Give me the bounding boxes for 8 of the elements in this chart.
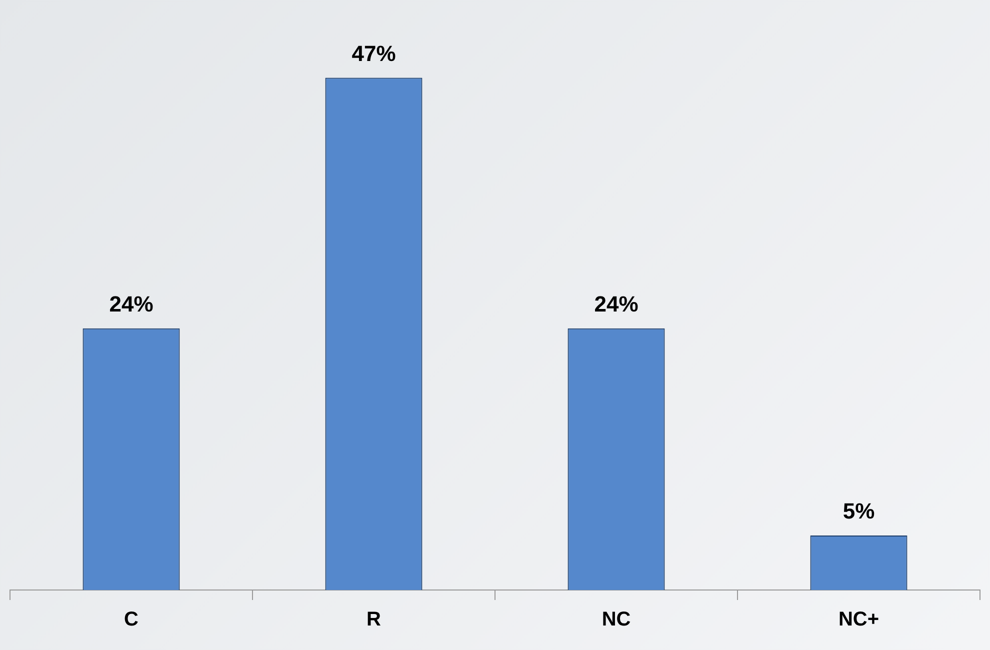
x-tick-label: R [366, 608, 382, 631]
data-label: 5% [842, 498, 875, 524]
x-tick-label: NC+ [838, 608, 880, 631]
x-tick-label: NC [602, 608, 631, 631]
data-label: 24% [109, 291, 154, 316]
x-tick-label: C [124, 608, 138, 631]
data-label: 47% [352, 40, 396, 66]
data-label: 24% [594, 291, 638, 316]
